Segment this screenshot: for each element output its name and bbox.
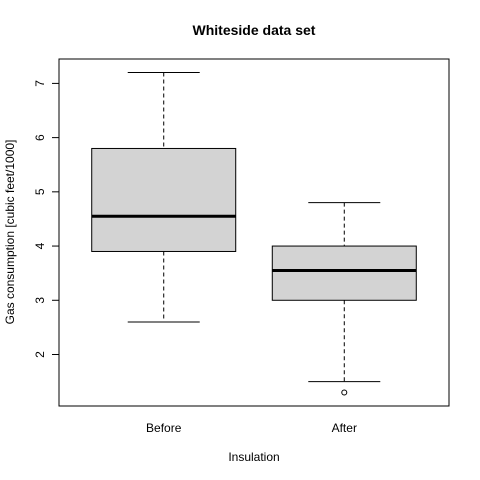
y-tick-label: 7 [33,80,47,87]
outlier-point [341,389,348,396]
iqr-box [271,245,417,301]
iqr-box [91,147,237,252]
x-tick-label: After [332,421,357,435]
y-tick-label: 6 [33,134,47,141]
boxes [91,72,417,396]
x-axis-label: Insulation [228,450,279,464]
y-tick-label: 4 [33,242,47,249]
y-axis-ticks: 2 3 4 5 6 7 [33,80,59,358]
x-axis-ticks: Before After [146,421,357,435]
y-tick-label: 3 [33,297,47,304]
y-tick-label: 5 [33,188,47,195]
box-before [91,72,237,323]
y-axis-label: Gas consumption [cubic feet/1000] [3,140,17,325]
y-tick-label: 2 [33,351,47,358]
box-after [271,202,417,396]
x-tick-label: Before [146,421,182,435]
chart-title: Whiteside data set [193,22,316,38]
